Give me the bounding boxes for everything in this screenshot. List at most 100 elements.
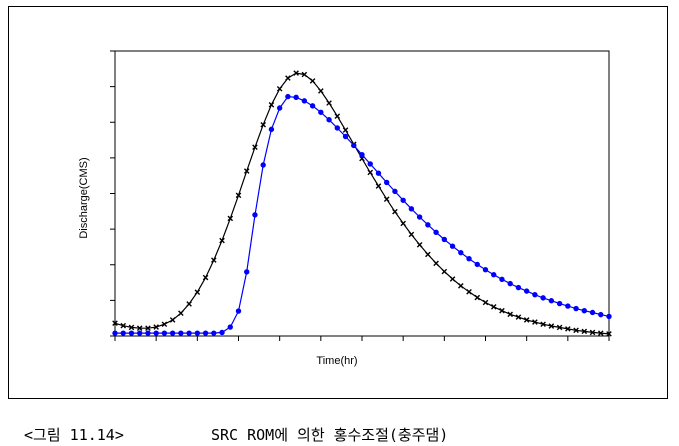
series-2-point [491, 272, 497, 278]
series-1-point [466, 289, 472, 295]
series-1-point [400, 220, 406, 227]
series-1-point [285, 75, 291, 81]
series-2-point [441, 236, 448, 243]
series-1-point [458, 282, 464, 289]
series-2-point [112, 330, 118, 336]
series-1-point [490, 303, 497, 310]
series-1-point [342, 127, 349, 133]
series-2-point [342, 133, 349, 140]
series-1-point [482, 299, 489, 306]
x-marker-stroke [392, 208, 398, 215]
series-2-point [120, 330, 126, 336]
series-1-point [499, 307, 505, 314]
series-1-point [235, 192, 242, 199]
x-marker-stroke [194, 289, 201, 295]
series-2-point [466, 255, 472, 262]
x-marker-stroke [219, 237, 225, 244]
series-1-point [565, 326, 571, 332]
chart-series [112, 70, 612, 337]
x-marker-stroke [367, 169, 374, 176]
series-1-point [507, 311, 513, 318]
series-2-point [145, 330, 151, 336]
x-marker-stroke [515, 314, 522, 320]
series-1-point [112, 320, 118, 326]
series-2-point [285, 93, 291, 100]
x-marker-stroke [178, 310, 184, 316]
x-marker-stroke [565, 326, 571, 332]
series-1-point [441, 268, 448, 275]
series-2-point [400, 197, 406, 203]
x-marker-stroke [548, 323, 555, 329]
series-1-point [449, 276, 456, 282]
series-2-point [589, 309, 596, 316]
y-axis-title: Discharge(CMS) [78, 157, 90, 238]
series-2-point [556, 300, 563, 307]
series-2-point [268, 126, 275, 133]
x-marker-stroke [474, 294, 481, 301]
x-marker-stroke [186, 301, 192, 307]
series-2-point [449, 243, 456, 249]
series-2-point [301, 98, 308, 104]
series-2-point [351, 142, 357, 149]
x-marker-stroke [573, 327, 579, 334]
series-2-point [375, 170, 382, 176]
series-2-point [573, 305, 579, 312]
x-marker-stroke [112, 320, 118, 326]
series-2-point [384, 179, 390, 186]
series-1-point [416, 242, 423, 248]
series-2-point [194, 330, 201, 336]
series-1-point [252, 144, 258, 150]
series-1-point [120, 322, 127, 329]
x-marker-stroke [326, 100, 332, 106]
series-1-point [268, 101, 275, 108]
series-1-point [392, 208, 398, 215]
series-1-point [532, 319, 538, 325]
series-1-point [326, 100, 332, 106]
series-1-point [581, 328, 588, 335]
x-marker-stroke [285, 75, 291, 81]
series-2-point [523, 288, 530, 294]
x-marker-stroke [252, 144, 258, 150]
series-1-point [301, 71, 308, 78]
x-marker-stroke [260, 121, 266, 128]
x-marker-stroke [556, 324, 563, 331]
series-1-point [161, 321, 168, 328]
x-marker-stroke [145, 325, 151, 331]
series-1-point [276, 85, 283, 92]
series-1-point [153, 324, 159, 330]
series-2-point [334, 125, 340, 131]
x-marker-stroke [243, 168, 250, 174]
series-2-point [532, 291, 538, 298]
x-marker-stroke [309, 78, 316, 84]
series-1-point [433, 260, 439, 267]
series-2-point [219, 329, 225, 336]
x-marker-stroke [499, 307, 505, 314]
series-1-point [606, 331, 612, 337]
series-1-point [260, 121, 266, 128]
series-2-point [260, 162, 266, 168]
series-2-point [178, 330, 184, 336]
series-1-point [186, 301, 192, 307]
series-2-point [458, 249, 464, 256]
x-marker-stroke [433, 260, 439, 267]
series-1-point [334, 113, 341, 119]
x-marker-stroke [318, 88, 324, 94]
series-2-point [540, 295, 546, 301]
series-2-point [565, 303, 571, 309]
x-marker-stroke [581, 328, 588, 335]
figure-number: <그림 11.14> [24, 426, 124, 444]
x-marker-stroke [589, 329, 596, 336]
x-marker-stroke [268, 101, 275, 108]
series-2-point [137, 330, 143, 336]
series-1-point [318, 88, 324, 94]
series-2-point [598, 311, 604, 318]
x-marker-stroke [425, 251, 431, 258]
series-1-point [540, 321, 546, 328]
x-marker-stroke [400, 220, 406, 227]
series-2-point [276, 105, 283, 111]
series-2-point [244, 269, 250, 275]
series-1-point [211, 257, 217, 263]
series-2-point [309, 103, 316, 109]
x-marker-stroke [466, 289, 472, 295]
series-2-point [161, 330, 168, 336]
